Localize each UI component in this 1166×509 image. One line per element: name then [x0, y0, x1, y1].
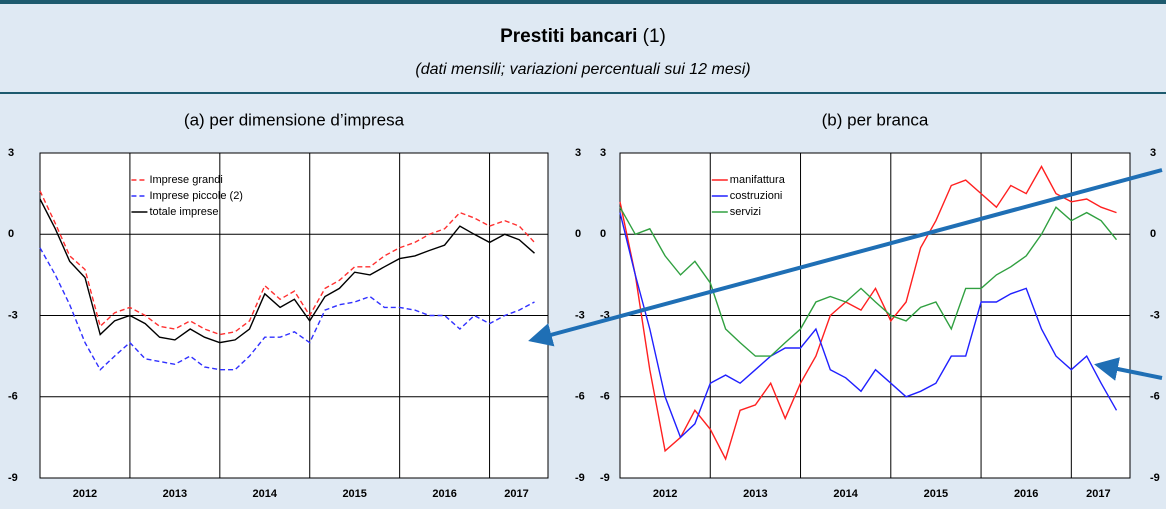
- legend-label: totale imprese: [149, 206, 218, 218]
- series-line: [619, 206, 1118, 357]
- y-tick-label: -9: [1150, 472, 1160, 484]
- panel-title: (a) per dimensione d’impresa: [184, 110, 405, 129]
- y-tick-label: -3: [600, 309, 610, 321]
- x-tick-label: 2015: [342, 488, 366, 500]
- x-tick-label: 2012: [73, 488, 97, 500]
- y-tick-label: -9: [8, 472, 18, 484]
- x-tick-label: 2016: [1014, 488, 1038, 500]
- x-tick-label: 2017: [504, 488, 528, 500]
- legend-label: costruzioni: [730, 190, 783, 202]
- series-line: [39, 190, 536, 336]
- y-tick-label: -6: [575, 391, 585, 403]
- y-tick-label: 3: [1150, 147, 1156, 159]
- legend-label: servizi: [730, 206, 761, 218]
- top-rule: [0, 0, 1166, 4]
- legend-label: Imprese piccole (2): [149, 190, 243, 202]
- y-tick-label: -3: [1150, 309, 1160, 321]
- page-title: Prestiti bancari (1): [500, 26, 666, 47]
- y-tick-label: -6: [8, 391, 18, 403]
- y-tick-label: 3: [600, 147, 606, 159]
- y-tick-label: 0: [600, 228, 606, 240]
- x-tick-label: 2017: [1086, 488, 1110, 500]
- y-tick-label: 0: [8, 228, 14, 240]
- legend-label: manifattura: [730, 174, 786, 186]
- plots: (a) per dimensione d’impresa -9 -9 -6 -6 -3 -3…: [8, 110, 1160, 499]
- arrow: [1094, 357, 1163, 381]
- y-tick-label: -3: [575, 309, 585, 321]
- legend-label: Imprese grandi: [149, 174, 222, 186]
- y-tick-label: 3: [575, 147, 581, 159]
- x-tick-label: 2016: [432, 488, 456, 500]
- y-tick-label: -9: [575, 472, 585, 484]
- x-tick-label: 2014: [253, 488, 278, 500]
- x-tick-label: 2013: [743, 488, 767, 500]
- y-tick-label: 3: [8, 147, 14, 159]
- subtitle: (dati mensili; variazioni percentuali su…: [415, 61, 750, 78]
- arrow: [528, 168, 1163, 347]
- series-line: [39, 198, 535, 344]
- y-tick-label: -6: [1150, 391, 1160, 403]
- x-tick-label: 2013: [163, 488, 187, 500]
- panel-title: (b) per branca: [822, 110, 929, 129]
- series-line: [619, 165, 1117, 461]
- title-note: (1): [643, 26, 666, 47]
- series-line: [39, 247, 535, 371]
- y-tick-label: -3: [8, 309, 18, 321]
- y-tick-label: -9: [600, 472, 610, 484]
- x-tick-label: 2015: [924, 488, 948, 500]
- x-tick-label: 2012: [653, 488, 677, 500]
- x-tick-label: 2014: [833, 488, 858, 500]
- y-tick-label: 0: [575, 228, 581, 240]
- y-tick-label: -6: [600, 391, 610, 403]
- series-line: [619, 212, 1118, 439]
- y-tick-label: 0: [1150, 228, 1156, 240]
- title-main: Prestiti bancari: [500, 26, 637, 47]
